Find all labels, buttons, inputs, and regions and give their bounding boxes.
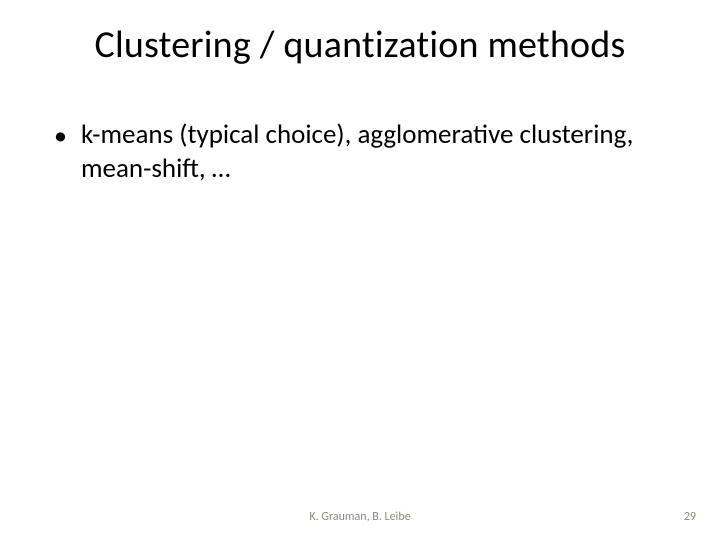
- slide-title: Clustering / quantization methods: [0, 22, 720, 68]
- footer-page-number: 29: [684, 510, 696, 524]
- footer-author: K. Grauman, B. Leibe: [0, 510, 720, 524]
- slide-body: • k-means (typical choice), agglomerativ…: [54, 118, 674, 186]
- bullet-item: • k-means (typical choice), agglomerativ…: [54, 118, 674, 186]
- bullet-text: k-means (typical choice), agglomerative …: [81, 118, 674, 186]
- slide: Clustering / quantization methods • k-me…: [0, 0, 720, 540]
- bullet-marker-icon: •: [54, 118, 67, 152]
